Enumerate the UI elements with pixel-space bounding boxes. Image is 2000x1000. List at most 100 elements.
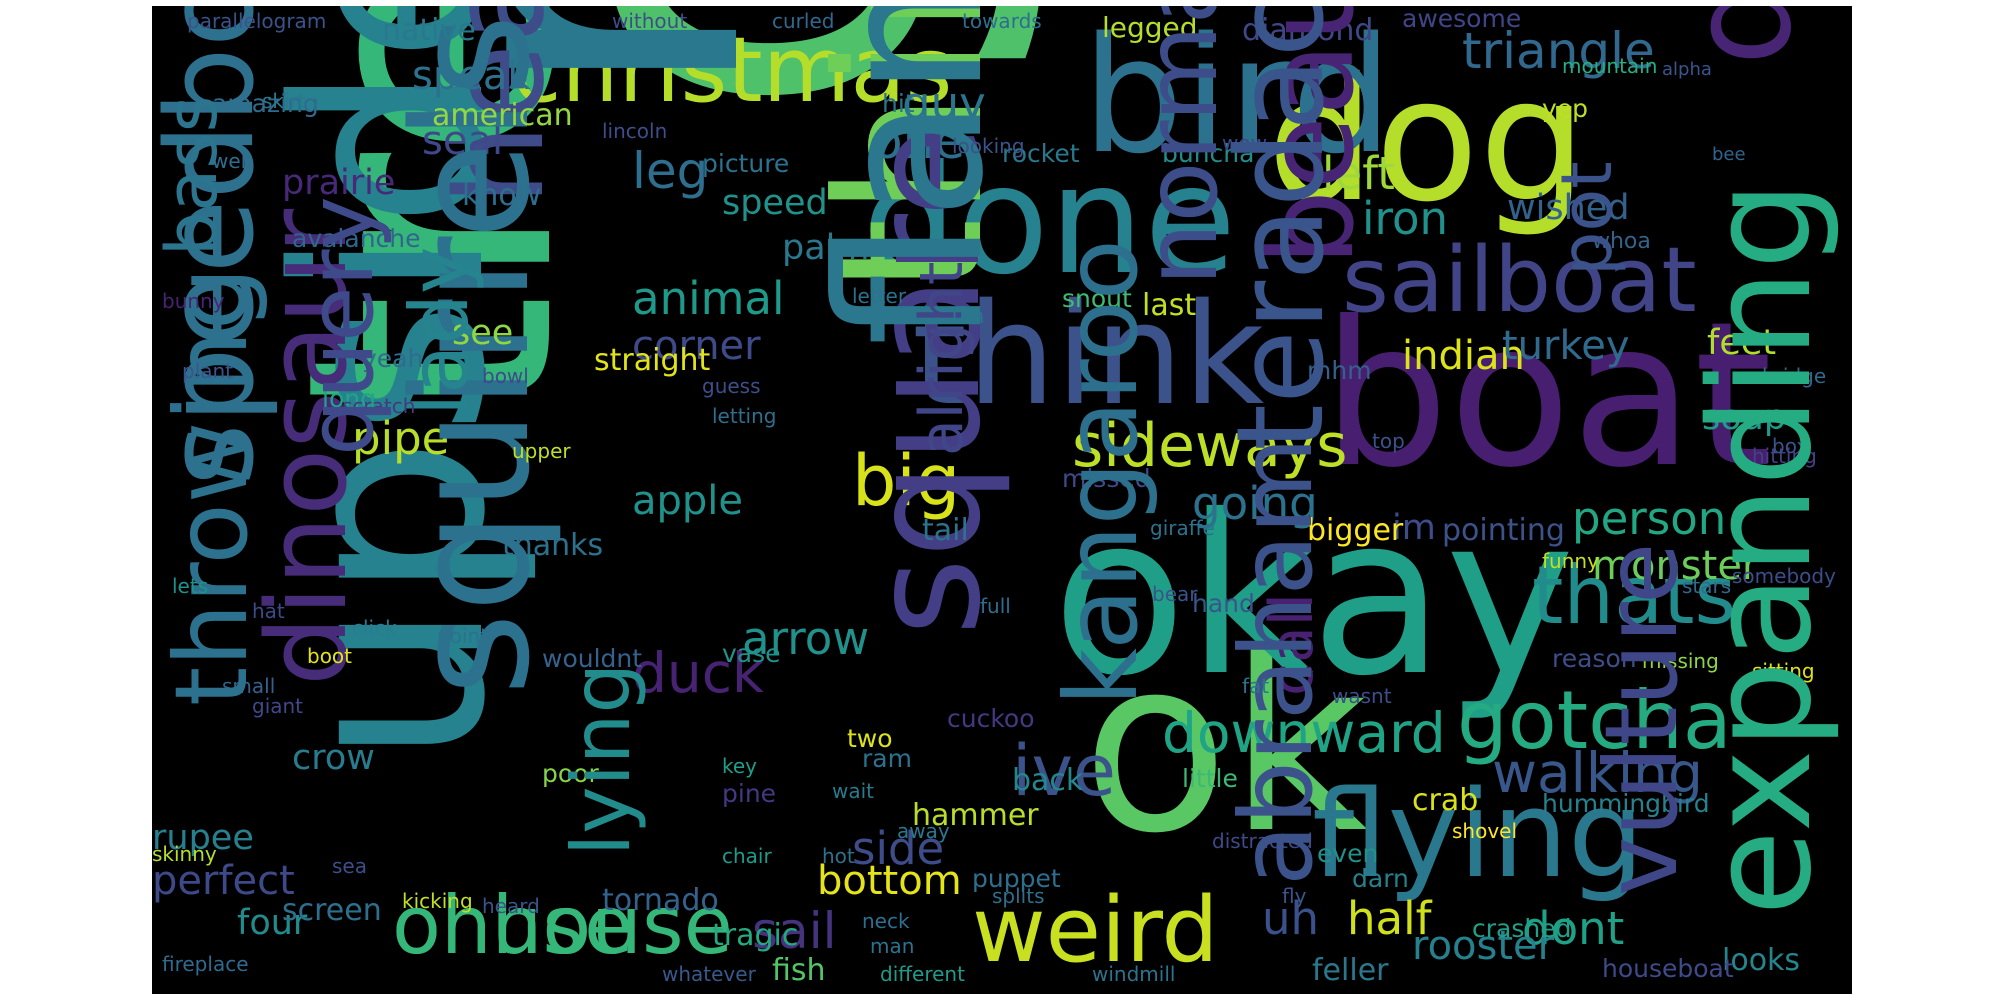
word-bowl: bowl <box>482 364 529 388</box>
word-ok: ok <box>1082 606 1368 886</box>
word-diamond: diamond <box>1242 13 1374 48</box>
word-um: um <box>952 304 985 328</box>
word-houseboat: houseboat <box>1602 954 1734 983</box>
word-wait: wait <box>832 779 875 803</box>
word-walking: walking <box>1492 741 1703 805</box>
word-bunny: bunny <box>162 289 225 313</box>
word-two: two <box>847 724 893 753</box>
word-sitting: sitting <box>1752 659 1815 683</box>
word-alright: alright <box>907 261 977 456</box>
word-christmas: christmas <box>512 18 953 123</box>
word-straight: straight <box>594 343 711 378</box>
word-ohuse: ohuse <box>392 879 634 972</box>
word-indian: indian <box>1402 333 1525 379</box>
word-amazing: amazing <box>212 89 319 118</box>
word-animal: animal <box>632 272 785 325</box>
word-leg: leg <box>632 142 709 200</box>
word-screen: screen <box>282 893 382 928</box>
word-yeah: yeah <box>362 344 424 373</box>
word-somebody: somebody <box>1732 564 1836 588</box>
word-avalanche: avalanche <box>292 224 421 253</box>
word-lincoln: lincoln <box>602 119 668 143</box>
word-thanks: thanks <box>502 528 604 563</box>
word-letter: letter <box>852 284 907 308</box>
word-hand: hand <box>1192 589 1255 618</box>
word-sea: sea <box>332 854 367 878</box>
word-tragic: tragic <box>712 918 799 953</box>
word-hot: hot <box>822 844 855 868</box>
word-vase: vase <box>722 639 781 668</box>
word-darn: darn <box>1352 864 1409 893</box>
word-dragon: dragon <box>1660 6 1823 66</box>
word-done: done <box>862 134 1237 308</box>
word-whatever: whatever <box>662 962 756 986</box>
word-hummingbird: hummingbird <box>1542 789 1710 818</box>
word-crashed: crashed <box>1472 914 1572 943</box>
word-yep: yep <box>1542 94 1589 123</box>
word-man: man <box>870 934 915 958</box>
word-towards: towards <box>962 9 1042 33</box>
word-iron: iron <box>1362 192 1449 245</box>
word-fly: fly <box>1282 884 1307 908</box>
word-feet: feet <box>1707 323 1777 363</box>
word-point: point <box>437 624 489 648</box>
word-stars: stars <box>1682 574 1732 598</box>
word-ive: ive <box>1012 730 1116 812</box>
word-different: different <box>880 962 965 986</box>
word-looking: looking <box>952 134 1025 158</box>
word-uh: uh <box>1262 892 1320 945</box>
word-away: away <box>897 819 950 843</box>
word-bigger: bigger <box>1307 513 1404 548</box>
word-bee: bee <box>1712 144 1746 165</box>
word-rupee: rupee <box>152 818 254 858</box>
word-letting: letting <box>712 404 777 428</box>
word-cuckoo: cuckoo <box>947 704 1035 733</box>
word-fat: fat <box>1242 674 1270 698</box>
word-big: big <box>852 440 961 522</box>
word-bridge: bridge <box>1762 364 1827 388</box>
word-reason: reason <box>1552 644 1637 673</box>
word-kicking: kicking <box>402 889 473 913</box>
word-native: native <box>382 13 476 48</box>
word-full: full <box>980 594 1011 618</box>
word-heard: heard <box>482 894 540 918</box>
word-shovel: shovel <box>1452 819 1518 843</box>
word-small: small <box>222 674 276 698</box>
word-guy: guy <box>902 77 986 130</box>
word-key: key <box>722 754 758 778</box>
word-legged: legged <box>1102 11 1198 44</box>
word-pot: pot <box>1546 161 1628 276</box>
word-well: well <box>212 149 252 173</box>
word-arrow: arrow <box>742 612 870 665</box>
word-query: query <box>289 196 394 456</box>
word-bird: bird <box>1082 6 1393 189</box>
word-looks: looks <box>1722 943 1801 978</box>
word-upper: upper <box>512 439 571 463</box>
word-even: even <box>1317 839 1379 868</box>
word-plant: plant <box>182 359 234 383</box>
word-giant: giant <box>252 694 304 718</box>
word-turkey: turkey <box>1502 323 1630 369</box>
word-flying: flying <box>1312 766 1645 905</box>
word-lets: lets <box>172 574 209 598</box>
word-wasnt: wasnt <box>1332 684 1392 708</box>
word-sideways: sideways <box>1072 411 1348 481</box>
word-one: one <box>872 112 966 170</box>
word-normally: normally <box>1123 6 1240 286</box>
word-feller: feller <box>1312 953 1389 988</box>
word-long: long <box>322 384 376 413</box>
word-palm: palm <box>782 228 870 268</box>
word-boot: boot <box>307 644 353 668</box>
word-hat: hat <box>252 599 285 623</box>
word-speak: speak <box>412 53 531 99</box>
word-think: think <box>912 274 1265 437</box>
word-bass: bass <box>152 95 233 256</box>
word-expanding: expanding <box>1680 180 1843 916</box>
word-monster: monster <box>1592 543 1759 589</box>
word-back: back <box>1012 763 1084 798</box>
word-half: half <box>1347 892 1432 945</box>
word-know: know <box>462 178 542 213</box>
word-whoa: whoa <box>1592 229 1651 254</box>
word-cloud-canvas: go ok okay boat done dog bird think flyi… <box>152 6 1852 994</box>
word-kangaroo: kangaroo <box>1043 239 1160 706</box>
